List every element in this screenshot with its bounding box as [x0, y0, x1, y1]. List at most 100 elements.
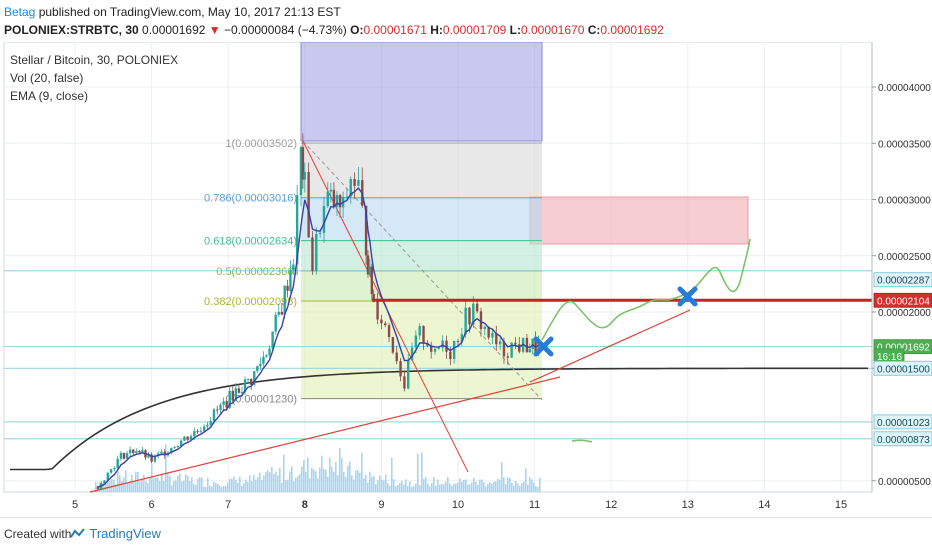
volume-bar — [181, 481, 183, 492]
close-label: C: — [587, 23, 601, 37]
rising-trendline[interactable] — [89, 376, 561, 493]
candle-body — [183, 436, 186, 441]
published-text: published on TradingView.com, May 10, 20… — [38, 5, 341, 19]
fib-level-label: 0(0.00001230) — [225, 394, 297, 406]
candle-body — [502, 341, 506, 357]
volume-bar — [529, 476, 531, 492]
candle-body — [510, 342, 513, 358]
candle-body — [506, 356, 509, 358]
volume-bar — [207, 477, 209, 492]
volume-bar — [535, 486, 537, 492]
volume-bar — [427, 483, 429, 492]
entry-cross-icon[interactable] — [533, 336, 554, 357]
volume-bar — [313, 469, 315, 492]
volume-bar — [525, 468, 527, 492]
volume-bar — [373, 476, 375, 492]
volume-bar — [395, 486, 397, 492]
volume-bar — [205, 486, 207, 492]
volume-bar — [189, 481, 191, 492]
fib-diagonal — [302, 140, 543, 401]
volume-bar — [167, 472, 169, 492]
price-tag-label: 0.00002104 — [877, 296, 930, 307]
candle-body — [384, 323, 387, 326]
volume-bar — [473, 477, 475, 492]
candle-body — [259, 363, 262, 367]
volume-bar — [341, 458, 343, 492]
volume-bar — [237, 482, 239, 492]
fib-band — [301, 240, 542, 271]
candle-body — [452, 340, 456, 359]
candle-body — [274, 314, 277, 332]
y-tick-label: 0.00002000 — [878, 308, 931, 319]
volume-bar — [389, 485, 391, 492]
projection-box-blue[interactable] — [300, 42, 543, 142]
volume-bar — [519, 486, 521, 492]
price-chart[interactable]: 1(0.00003502) 0.786(0.00003016) 0.618(0.00… — [0, 42, 932, 517]
candle-body — [445, 340, 448, 352]
close-value: 0.00001692 — [600, 23, 664, 37]
projection-fragment — [571, 439, 593, 443]
candle-body — [253, 371, 256, 385]
fibonacci-retracement[interactable]: 1(0.00003502) 0.786(0.00003016) 0.618(0.00… — [4, 138, 872, 440]
volume-bar — [169, 476, 171, 492]
volume-bar — [487, 484, 489, 492]
volume-bar — [461, 481, 463, 492]
candle-body — [240, 391, 244, 393]
candle-body — [163, 451, 166, 456]
volume-bar — [191, 477, 193, 492]
volume-bar — [393, 479, 395, 492]
y-tick-label: 0.00003500 — [878, 139, 931, 150]
volume-bars — [95, 444, 541, 492]
author-link[interactable]: Betag — [4, 5, 36, 19]
price-tag-box — [873, 360, 932, 376]
volume-bar — [223, 486, 225, 492]
candle-body — [407, 360, 410, 389]
target-zone-box[interactable] — [529, 196, 749, 245]
tradingview-logo[interactable]: TradingView — [70, 526, 161, 541]
volume-bar — [123, 477, 125, 492]
volume-bar — [297, 476, 299, 492]
volume-bar — [177, 476, 179, 492]
volume-bar — [365, 474, 367, 492]
volume-bar — [291, 466, 293, 492]
x-tick-label: 15 — [835, 499, 847, 511]
candle-body — [141, 450, 144, 453]
target-cross-icon[interactable] — [677, 286, 698, 307]
volume-bar — [161, 473, 163, 492]
x-tick-label: 10 — [452, 499, 464, 511]
candle-body — [391, 337, 395, 353]
price-tag-label: 0.00001023 — [877, 418, 930, 429]
volume-bar — [479, 479, 481, 492]
candle-body — [295, 195, 299, 265]
volume-bar — [513, 485, 515, 492]
volume-bar — [179, 473, 181, 492]
volume-bar — [173, 480, 175, 492]
candle-body — [193, 431, 196, 437]
x-tick-label: 13 — [682, 499, 694, 511]
volume-bar — [469, 484, 471, 492]
price-tag-label: 0.00001500 — [877, 364, 930, 375]
candle-body — [301, 147, 305, 180]
volume-bar — [497, 478, 499, 492]
time-axis[interactable]: 5 6 7 8 9 10 11 12 13 14 15 — [72, 499, 847, 511]
symbol: POLONIEX:STRBTC, 30 — [4, 23, 139, 37]
y-tick-label: 0.00003000 — [878, 196, 931, 207]
volume-bar — [157, 477, 159, 492]
x-tick-label: 12 — [605, 499, 617, 511]
projection-path[interactable] — [541, 238, 751, 341]
price-tag-label: 0.00000873 — [877, 435, 930, 446]
volume-bar — [441, 483, 443, 492]
volume-bar — [439, 484, 441, 492]
candle-body — [196, 431, 199, 433]
candle-body — [216, 409, 219, 411]
volume-bar — [415, 483, 417, 492]
volume-bar — [281, 482, 283, 492]
candle-body — [395, 352, 398, 362]
volume-bar — [245, 479, 247, 492]
rising-trendline-extension[interactable] — [529, 309, 691, 383]
volume-bar — [505, 483, 507, 492]
volume-bar — [293, 481, 295, 492]
candle-body — [153, 455, 157, 462]
y-tick-label: 0.00002500 — [878, 252, 931, 263]
x-tick-label: 11 — [529, 499, 540, 511]
